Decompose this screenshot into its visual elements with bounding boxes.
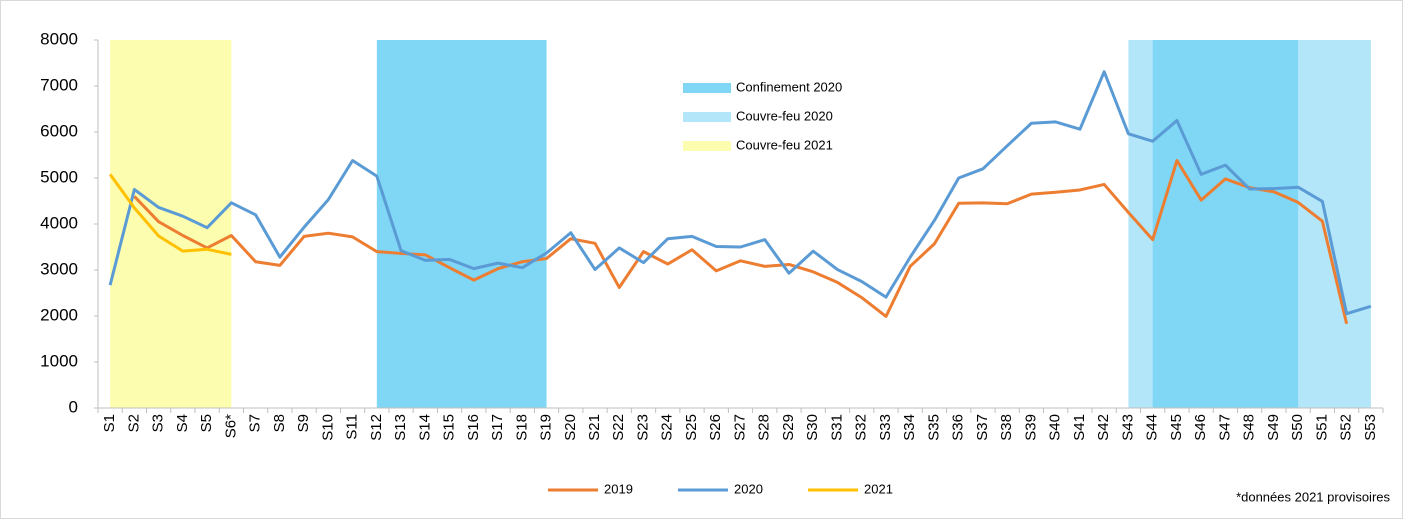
y-tick-label: 7000 bbox=[40, 75, 78, 94]
x-tick-label: S46 bbox=[1192, 414, 1209, 441]
series-line bbox=[133, 159, 1349, 325]
legend-swatch bbox=[683, 112, 731, 122]
x-tick-label: S51 bbox=[1313, 414, 1330, 441]
x-tick-label: S39 bbox=[1022, 414, 1039, 441]
legend-label: Confinement 2020 bbox=[736, 79, 842, 94]
x-tick-label: S34 bbox=[901, 414, 918, 441]
series-line bbox=[108, 70, 1372, 316]
x-tick-label: S31 bbox=[828, 414, 845, 441]
x-tick-label: S12 bbox=[368, 414, 385, 441]
x-tick-label: S45 bbox=[1168, 414, 1185, 441]
legend-label: 2020 bbox=[734, 481, 763, 496]
series-line bbox=[108, 173, 232, 256]
footnote: *données 2021 provisoires bbox=[1236, 489, 1390, 504]
x-tick-label: S47 bbox=[1216, 414, 1233, 441]
x-tick-label: S1 bbox=[101, 414, 118, 432]
lines bbox=[108, 70, 1372, 325]
x-tick-label: S40 bbox=[1047, 414, 1064, 441]
y-tick-label: 3000 bbox=[40, 259, 78, 278]
x-tick-label: S21 bbox=[586, 414, 603, 441]
x-tick-label: S23 bbox=[634, 414, 651, 441]
x-tick-label: S26 bbox=[707, 414, 724, 441]
x-tick-label: S44 bbox=[1144, 414, 1161, 441]
x-tick-label: S8 bbox=[271, 414, 288, 432]
x-tick-label: S53 bbox=[1362, 414, 1379, 441]
legend-label: Couvre-feu 2020 bbox=[736, 108, 833, 123]
x-tick-label: S36 bbox=[950, 414, 967, 441]
y-tick-label: 1000 bbox=[40, 351, 78, 370]
x-tick-label: S14 bbox=[416, 414, 433, 441]
y-tick-label: 2000 bbox=[40, 305, 78, 324]
x-tick-label: S7 bbox=[247, 414, 264, 432]
y-tick-label: 6000 bbox=[40, 121, 78, 140]
legend-swatch bbox=[683, 141, 731, 151]
x-tick-label: S28 bbox=[756, 414, 773, 441]
period-bands bbox=[110, 40, 1371, 408]
x-tick-label: S3 bbox=[150, 414, 167, 432]
y-tick-label: 4000 bbox=[40, 213, 78, 232]
x-tick-label: S29 bbox=[780, 414, 797, 441]
x-tick-label: S32 bbox=[853, 414, 870, 441]
x-tick-label: S37 bbox=[974, 414, 991, 441]
x-tick-label: S30 bbox=[804, 414, 821, 441]
x-tick-label: S5 bbox=[198, 414, 215, 432]
x-tick-label: S52 bbox=[1338, 414, 1355, 441]
legend: Confinement 2020 Couvre-feu 2020 Couvre-fe… bbox=[548, 70, 893, 496]
x-tick-label: S48 bbox=[1241, 414, 1258, 441]
legend-label: 2021 bbox=[864, 481, 893, 496]
x-tick-label: S38 bbox=[998, 414, 1015, 441]
x-tick-label: S13 bbox=[392, 414, 409, 441]
legend-label: Couvre-feu 2021 bbox=[736, 137, 833, 152]
legend-swatch bbox=[683, 83, 731, 93]
y-tick-label: 0 bbox=[69, 397, 78, 416]
x-tick-label: S49 bbox=[1265, 414, 1282, 441]
x-tick-label: S16 bbox=[465, 414, 482, 441]
x-tick-label: S22 bbox=[610, 414, 627, 441]
x-tick-label: S25 bbox=[683, 414, 700, 441]
x-tick-label: S42 bbox=[1095, 414, 1112, 441]
x-tick-label: S15 bbox=[441, 414, 458, 441]
x-tick-label: S27 bbox=[731, 414, 748, 441]
x-tick-label: S11 bbox=[344, 414, 361, 440]
x-tick-label: S20 bbox=[562, 414, 579, 441]
x-tick-label: S43 bbox=[1119, 414, 1136, 441]
period-band bbox=[1152, 40, 1299, 408]
x-tick-label: S10 bbox=[319, 414, 336, 441]
x-tick-label: S50 bbox=[1289, 414, 1306, 441]
x-tick-label: S35 bbox=[925, 414, 942, 441]
period-band bbox=[376, 40, 547, 408]
y-tick-label: 8000 bbox=[40, 29, 78, 48]
x-tick-label: S17 bbox=[489, 414, 506, 441]
x-tick-label: S9 bbox=[295, 414, 312, 432]
x-tick-label: S19 bbox=[538, 414, 555, 441]
x-tick-label: S41 bbox=[1071, 414, 1088, 441]
x-tick-label: S33 bbox=[877, 414, 894, 441]
y-tick-label: 5000 bbox=[40, 167, 78, 186]
legend-label: 2019 bbox=[604, 481, 633, 496]
x-tick-label: S24 bbox=[659, 414, 676, 441]
x-tick-label: S6* bbox=[222, 414, 239, 438]
axes: 0 1000 2000 3000 4000 5000 6000 7000 8000 S1 S2 S3 S… bbox=[40, 29, 1384, 441]
x-tick-label: S4 bbox=[174, 414, 191, 432]
period-band bbox=[110, 40, 232, 408]
x-tick-label: S18 bbox=[513, 414, 530, 441]
x-tick-label: S2 bbox=[125, 414, 142, 432]
